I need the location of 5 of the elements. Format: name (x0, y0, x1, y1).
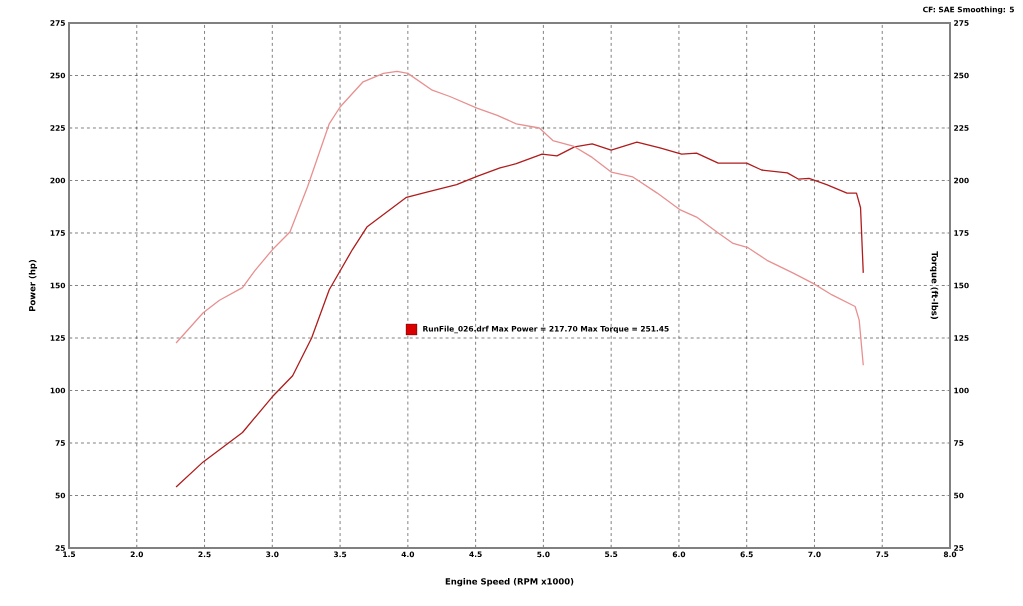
x-axis-title: Engine Speed (RPM x1000) (445, 578, 574, 587)
y-axis-title: Power (hp) (28, 259, 38, 311)
line-series (175, 141, 864, 488)
line-series (175, 70, 864, 366)
y2-axis-title: Torque (ft-lbs) (929, 251, 939, 319)
